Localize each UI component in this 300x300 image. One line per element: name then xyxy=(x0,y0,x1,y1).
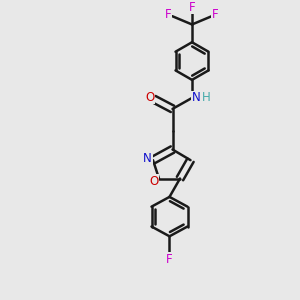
Text: N: N xyxy=(143,152,152,165)
Text: H: H xyxy=(202,92,211,104)
Text: F: F xyxy=(166,253,173,266)
Text: F: F xyxy=(165,8,171,21)
Text: F: F xyxy=(212,8,219,21)
Text: N: N xyxy=(192,92,201,104)
Text: O: O xyxy=(149,175,158,188)
Text: O: O xyxy=(146,91,154,103)
Text: F: F xyxy=(189,1,195,14)
